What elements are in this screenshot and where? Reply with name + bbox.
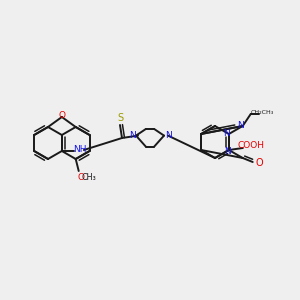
Text: O: O — [58, 112, 65, 121]
Text: O: O — [256, 158, 263, 168]
Text: CH₂CH₃: CH₂CH₃ — [251, 110, 274, 115]
Text: N: N — [129, 131, 135, 140]
Text: CH₃: CH₃ — [81, 173, 96, 182]
Text: N: N — [224, 146, 231, 155]
Text: N: N — [237, 121, 244, 130]
Text: S: S — [117, 113, 123, 123]
Text: NH: NH — [73, 146, 87, 154]
Text: N: N — [165, 131, 171, 140]
Text: O: O — [77, 173, 84, 182]
Text: N: N — [224, 128, 230, 137]
Text: COOH: COOH — [237, 142, 264, 151]
